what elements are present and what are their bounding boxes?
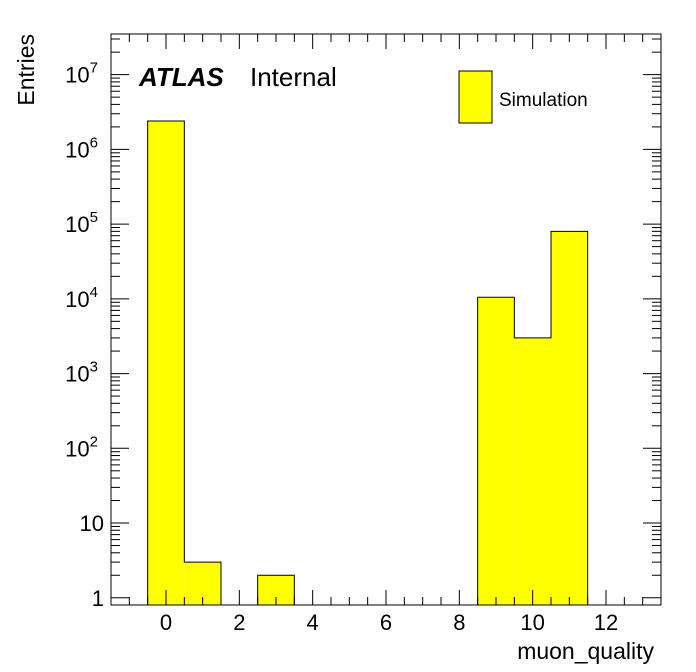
legend-label: Simulation bbox=[499, 90, 588, 111]
x-tick-label: 2 bbox=[233, 610, 245, 635]
x-tick-label: 8 bbox=[453, 610, 465, 635]
histogram-bin bbox=[477, 297, 515, 605]
y-tick-label: 103 bbox=[65, 359, 98, 387]
x-axis-title: muon_quality bbox=[517, 638, 654, 664]
x-tick-labels: 0 2 4 6 8 10 12 bbox=[160, 610, 618, 635]
y-tick-label: 1 bbox=[92, 586, 104, 611]
y-tick-label: 10 bbox=[80, 511, 104, 536]
atlas-label: ATLAS bbox=[138, 62, 224, 92]
y-tick-label: 105 bbox=[65, 209, 98, 237]
x-tick-label: 6 bbox=[380, 610, 392, 635]
y-tick-label: 107 bbox=[65, 60, 98, 88]
x-tick-label: 4 bbox=[307, 610, 319, 635]
histogram-bin bbox=[551, 231, 588, 605]
histogram-bars bbox=[147, 120, 625, 606]
legend: Simulation bbox=[458, 70, 588, 124]
histogram-bin bbox=[147, 120, 185, 605]
y-tick-label: 102 bbox=[65, 433, 98, 461]
legend-swatch bbox=[458, 70, 493, 124]
x-tick-label: 12 bbox=[594, 610, 618, 635]
y-tick-labels: 1 10 102 103 104 105 106 107 bbox=[65, 60, 104, 611]
histogram-bin bbox=[514, 337, 551, 605]
x-tick-label: 0 bbox=[160, 610, 172, 635]
y-axis-title: Entries bbox=[13, 34, 39, 106]
y-tick-label: 106 bbox=[65, 134, 98, 162]
x-tick-label: 10 bbox=[520, 610, 544, 635]
internal-label: Internal bbox=[250, 62, 337, 92]
y-tick-label: 104 bbox=[65, 284, 98, 312]
axis-ticks bbox=[111, 34, 661, 605]
